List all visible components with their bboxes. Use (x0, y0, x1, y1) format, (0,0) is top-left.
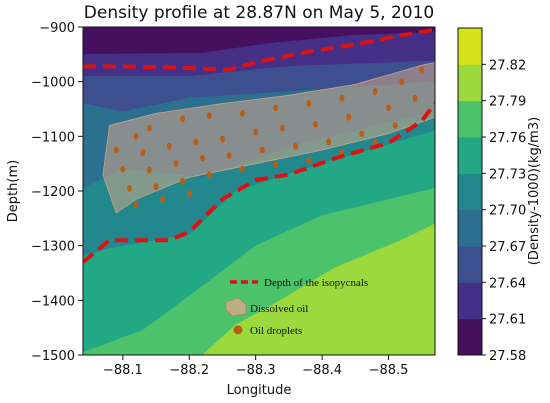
oil-droplet (306, 157, 312, 165)
oil-droplet (120, 165, 126, 173)
legend-dissolved-oil-swatch (225, 297, 247, 317)
oil-droplet (180, 115, 186, 123)
chart-title: Density profile at 28.87N on May 5, 2010 (84, 3, 434, 23)
colorbar-segment (458, 246, 482, 283)
oil-droplet (173, 160, 179, 168)
y-tick-label: −1300 (31, 240, 75, 255)
oil-droplet (339, 94, 345, 102)
y-tick-label: −1100 (31, 130, 75, 145)
colorbar-segment (458, 64, 482, 102)
colorbar-tick-label: 27.82 (489, 58, 526, 73)
isopycnal-line (83, 27, 435, 72)
oil-droplet (133, 132, 139, 140)
oil-droplet (253, 128, 259, 136)
oil-droplet (186, 190, 192, 198)
colorbar-tick-label: 27.67 (489, 240, 526, 255)
isopycnal-lines (83, 27, 435, 264)
oil-droplet (392, 122, 398, 129)
oil-droplet (153, 183, 159, 191)
x-tick-label: −88.3 (236, 363, 276, 378)
colorbar-segment (458, 137, 482, 174)
oil-droplet (160, 195, 166, 203)
oil-droplet (206, 112, 212, 119)
colorbar-tick-label: 27.64 (489, 276, 526, 291)
x-axis: −88.1 −88.2 −88.3 −88.4 −88.5 (103, 355, 409, 378)
oil-droplet (273, 104, 278, 112)
y-axis-label: Depth(m) (6, 160, 21, 222)
x-tick-label: −88.5 (369, 363, 409, 378)
colorbar-segment (458, 173, 482, 211)
y-tick-label: −900 (39, 21, 75, 36)
oil-droplet (240, 165, 245, 173)
y-tick-label: −1000 (31, 76, 75, 91)
oil-droplet (147, 124, 152, 132)
colorbar-tick-label: 27.73 (489, 167, 526, 182)
legend: Depth of the isopycnals Dissolved oil Oi… (225, 277, 368, 337)
oil-droplet (166, 142, 172, 150)
oil-droplet (259, 146, 265, 154)
legend-dissolved-oil-label: Dissolved oil (250, 303, 308, 315)
oil-droplet (273, 161, 278, 169)
colorbar-segment (458, 28, 482, 65)
colorbar-segment (458, 209, 482, 247)
oil-droplet (326, 138, 332, 146)
colorbar-tick-label: 27.79 (489, 95, 526, 110)
oil-droplet (419, 66, 425, 73)
oil-droplet (193, 138, 199, 146)
isopycnal-line (83, 102, 435, 264)
oil-droplet (220, 135, 225, 143)
oil-droplet (313, 120, 318, 128)
x-axis-label: Longitude (227, 383, 292, 398)
oil-droplet (140, 149, 146, 157)
oil-droplet (147, 166, 152, 174)
legend-isopycnal-label: Depth of the isopycnals (264, 277, 368, 289)
colorbar-tick-label: 27.76 (489, 131, 526, 146)
contour-band (83, 223, 435, 355)
colorbar-frame (457, 27, 483, 356)
oil-droplet (279, 124, 285, 132)
y-tick-label: −1200 (31, 185, 75, 200)
oil-droplet (226, 152, 232, 159)
oil-droplet (180, 177, 186, 185)
contour-bands (83, 27, 435, 355)
colorbar-tick-label: 27.58 (489, 349, 526, 364)
oil-droplet (293, 142, 298, 150)
oil-droplet (200, 154, 205, 162)
y-tick-label: −1500 (31, 349, 75, 364)
colorbar: 27.58 27.61 27.64 27.67 27.70 27.73 27.76 27.79… (457, 27, 526, 364)
x-tick-label: −88.4 (302, 363, 342, 378)
colorbar-segment (458, 318, 482, 356)
colorbar-segment (458, 282, 482, 320)
oil-droplet (386, 104, 391, 112)
y-axis: −900 −1000 −1100 −1200 −1300 −1400 −1500 (31, 21, 83, 364)
colorbar-segment (458, 100, 482, 138)
oil-droplets-layer (113, 66, 425, 209)
x-tick-label: −88.1 (103, 363, 143, 378)
colorbar-tick-label: 27.61 (489, 313, 526, 328)
colorbar-label: (Density-1000)(kg/m3) (527, 117, 542, 265)
oil-droplet (127, 184, 132, 192)
legend-oil-droplets-label: Oil droplets (250, 325, 302, 337)
oil-droplet (399, 78, 405, 86)
colorbar-tick-label: 27.70 (489, 204, 526, 219)
oil-droplet (346, 113, 352, 121)
oil-droplet (240, 110, 245, 117)
plot-area (83, 27, 435, 355)
oil-droplet (133, 201, 139, 209)
oil-droplet (412, 94, 418, 102)
y-tick-label: −1400 (31, 294, 75, 309)
oil-droplet (372, 88, 378, 95)
oil-droplet (359, 130, 365, 138)
oil-droplet (206, 171, 212, 179)
x-tick-label: −88.2 (169, 363, 209, 378)
legend-oil-droplet-swatch (233, 325, 243, 335)
oil-droplet (306, 100, 312, 107)
oil-droplet (113, 146, 119, 154)
